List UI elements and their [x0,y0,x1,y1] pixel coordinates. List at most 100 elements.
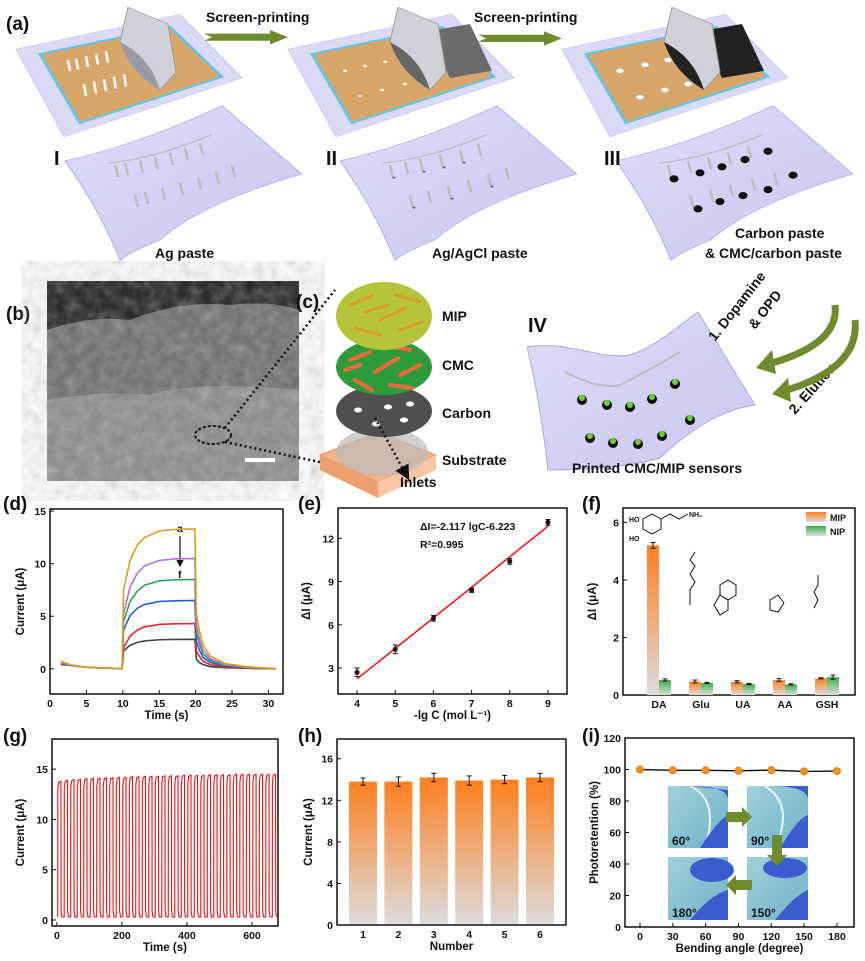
sensor-electrodes [577,379,695,449]
x-tick-label: 180 [828,931,846,943]
bar-mip [731,681,743,695]
x-tick-label: 150 [795,931,813,943]
data-point [635,765,644,774]
data-point [507,558,513,564]
legend-label: NIP [830,527,845,537]
bar [349,781,377,924]
y-tick-label: 5 [40,611,46,623]
category-label: AA [777,699,793,711]
screen-printer-3 [561,6,789,138]
structure-label-nh2: NH₂ [689,512,702,519]
inlets-label: Inlets [400,474,437,490]
printed-sheet-2 [339,105,578,262]
arrow-150-to-180 [726,875,752,895]
bar-nip [785,684,797,695]
plot-frame [49,508,284,695]
y-tick-label: 8 [327,837,333,849]
y-tick-label: 100 [603,765,621,777]
bar [384,781,413,924]
y-tick-label: 10 [36,814,48,826]
x-axis-label: Time (s) [145,710,189,722]
sem-image [47,281,299,481]
x-axis-label: Bending angle (degree) [676,943,804,955]
x-tick-label: 0 [47,698,53,710]
chart-g: 0 5 10 15 0 200 400 600 Time (s) Current (μA) [15,738,279,954]
x-tick-label: 7 [469,698,475,710]
y-tick-label: 4 [327,878,333,890]
legend-swatch [806,512,826,522]
y-tick-label: 15 [36,764,48,776]
chart-d: 0 5 10 15 0 5 10 15 20 25 30 Time (s) Current (μA) [15,506,284,722]
data-point [354,669,360,675]
data-point [800,767,809,776]
x-tick-label: 120 [763,931,781,943]
y-tick-label: 2 [613,632,619,644]
category-label: DA [651,699,667,711]
bar [455,780,484,924]
y-tick-label: 0 [42,915,48,927]
dopamine-structure: HO HO NH₂ [629,512,702,543]
series-line [60,622,276,670]
arrow-60-to-90 [726,807,752,827]
data-point [469,587,475,593]
x-tick-label: 400 [178,930,196,942]
series-line [60,528,276,670]
panel-label-f: (f) [582,494,601,515]
bar-mip [647,545,659,695]
x-tick-label: 15 [153,698,165,710]
plot-frame [51,738,279,927]
legend-swatch [806,526,826,536]
step-caption-3-line1: Carbon paste [735,225,825,241]
category-label: GSH [816,699,839,711]
bar [419,777,448,924]
arrow-label-1: Screen-printing [206,9,309,25]
y-tick-label: 9 [328,577,334,589]
panel-a-drawings [15,6,854,262]
photo-180 [668,857,734,920]
photo-60 [668,785,728,849]
x-tick-label: 0 [637,931,643,943]
category-label: 2 [395,929,401,941]
fit-r-squared: R²=0.995 [420,539,464,551]
y-axis-label: Current (μA) [15,567,27,635]
y-tick-label: 20 [609,891,621,903]
y-tick-label: 0 [327,920,333,932]
printed-sheet-3 [615,105,854,262]
bar-mip [815,678,827,695]
photo-label-180: 180° [672,906,697,920]
cmc-layer [336,339,432,395]
fit-equation: ΔI=-2.117 lgC-6.223 [420,521,516,533]
y-tick-label: 3 [328,663,334,675]
data-point [545,519,551,525]
panel-label-b: (b) [6,304,30,325]
data-point [668,766,677,775]
step-numeral-1: I [54,148,60,170]
y-axis-label: Current (μA) [303,798,315,866]
photo-label-60: 60° [672,834,690,848]
y-axis-label: ΔI (μA) [301,582,313,620]
data-point [734,766,743,775]
y-axis-label: Photoretention (%) [589,781,601,884]
data-point [767,766,776,775]
carbon-layer [336,385,432,437]
inlet-arrow [373,417,410,481]
category-label: 3 [431,929,437,941]
y-tick-label: 12 [321,795,333,807]
layer-label-mip: MIP [442,308,467,324]
data-point [392,646,398,652]
printed-sensor-sheet [526,311,756,471]
y-tick-label: 5 [42,865,48,877]
fit-line [356,525,549,680]
plot-frame [624,737,855,928]
x-tick-label: 10 [117,698,129,710]
y-tick-label: 4 [613,575,619,587]
x-tick-label: 25 [226,698,238,710]
series-line [60,599,276,670]
panel-iv: IV Printed CMC/MIP sensors 1. Dopamine &… [526,268,859,476]
y-tick-label: 0 [613,690,619,702]
bending-photos: 60° 90° 180° 150° [668,785,808,920]
